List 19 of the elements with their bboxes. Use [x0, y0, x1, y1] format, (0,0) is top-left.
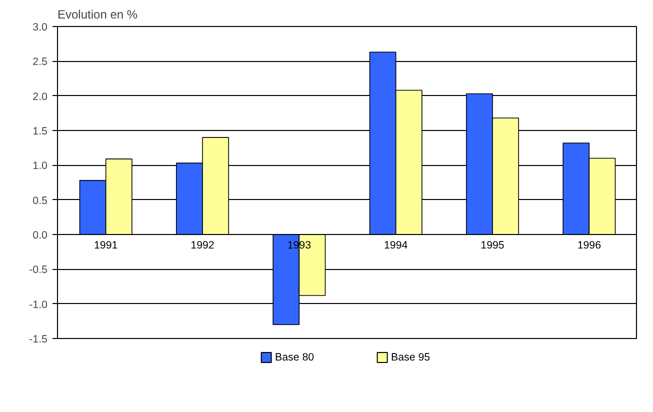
y-tick-label: 0.0: [32, 230, 48, 242]
y-tick-label: 0.5: [32, 194, 48, 207]
y-axis-title: Evolution en %: [58, 8, 138, 22]
x-tick-label: 1996: [577, 240, 602, 252]
y-tick-label: 3.0: [32, 22, 48, 34]
y-tick-label: -0.5: [29, 264, 48, 276]
x-tick-label: 1995: [480, 240, 504, 252]
legend-label: Base 80: [275, 352, 314, 364]
x-tick-label: 1993: [287, 240, 312, 252]
x-tick-label: 1992: [190, 240, 214, 252]
y-tick-label: -1.0: [29, 298, 48, 311]
legend-label: Base 95: [391, 352, 430, 364]
y-tick-label: -1.5: [29, 334, 48, 346]
y-tick-label: 1.0: [32, 160, 48, 172]
y-tick-label: 2.0: [32, 90, 48, 103]
y-tick-label: 1.5: [32, 126, 48, 138]
x-tick-label: 1994: [384, 240, 408, 252]
x-tick-label: 1991: [94, 240, 118, 252]
y-tick-label: 2.5: [32, 56, 48, 68]
